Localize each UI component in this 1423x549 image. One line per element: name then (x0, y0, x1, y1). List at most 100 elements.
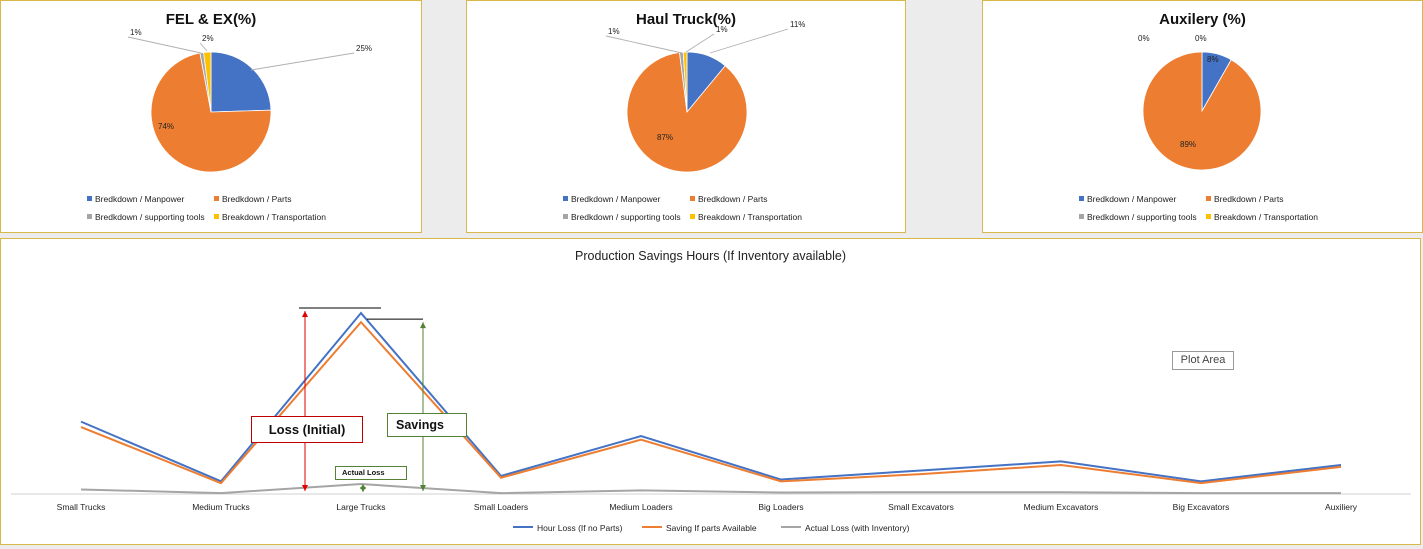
pie-data-label: 1% (130, 28, 142, 37)
legend-line-swatch (642, 526, 662, 528)
pie-legend-item: Bredkdown / supporting tools (563, 212, 681, 222)
pie-leader-line (709, 28, 789, 54)
legend-label: Bredkdown / Parts (1214, 194, 1284, 204)
pie-legend-item: Bredkdown / supporting tools (87, 212, 205, 222)
line-legend-item: Hour Loss (If no Parts) (513, 523, 623, 533)
actual-loss-annotation: Actual Loss (335, 466, 407, 480)
legend-swatch (690, 214, 695, 219)
legend-label: Bredkdown / supporting tools (571, 212, 681, 222)
legend-label: Breakdown / Transportation (698, 212, 802, 222)
pie-data-label: 0% (1138, 34, 1150, 43)
pie-leader-line (127, 36, 202, 54)
x-tick-label: Medium Trucks (192, 502, 250, 512)
legend-label: Bredkdown / Manpower (95, 194, 185, 204)
savings-arrow-head-bottom (420, 485, 426, 491)
pie-legend-item: Breakdown / Transportation (214, 212, 326, 222)
legend-swatch (214, 196, 219, 201)
actual-loss-arrow-head-bottom (360, 487, 366, 492)
legend-swatch (690, 196, 695, 201)
pie-data-label: 89% (1180, 140, 1197, 149)
legend-label: Saving If parts Available (666, 523, 757, 533)
line-chart-title: Production Savings Hours (If Inventory a… (575, 249, 846, 263)
legend-label: Breakdown / Transportation (222, 212, 326, 222)
pie-slice-3 (203, 51, 212, 113)
legend-label: Hour Loss (If no Parts) (537, 523, 623, 533)
legend-label: Bredkdown / Parts (698, 194, 768, 204)
legend-label: Bredkdown / supporting tools (95, 212, 205, 222)
x-tick-label: Medium Loaders (609, 502, 673, 512)
legend-label: Bredkdown / Manpower (571, 194, 661, 204)
pie-panel-haul-truck: Haul Truck(%) 11% 87% 1% 1% Bredkdown / Manp… (466, 0, 906, 233)
savings-annotation: Savings (387, 413, 467, 437)
line-chart-panel: Production Savings Hours (If Inventory a… (0, 238, 1421, 545)
pie-slice-3 (682, 51, 688, 113)
legend-label: Breakdown / Transportation (1214, 212, 1318, 222)
line-legend-item: Actual Loss (with Inventory) (781, 523, 909, 533)
plot-area-tooltip: Plot Area (1172, 351, 1234, 370)
pie-data-label: 1% (608, 27, 620, 36)
loss-arrow-head-top (302, 311, 308, 318)
x-tick-label: Big Loaders (758, 502, 804, 512)
savings-arrow-head-top (420, 322, 426, 329)
pie-slice-0 (210, 51, 272, 113)
x-tick-label: Medium Excavators (1023, 502, 1099, 512)
x-tick-label: Small Trucks (56, 502, 106, 512)
pie-panel-fel-ex: FEL & EX(%) 25% 74% 1% 2% Bredkdown / Manpow… (0, 0, 422, 233)
legend-line-swatch (781, 526, 801, 528)
legend-swatch (1206, 214, 1211, 219)
pie-leader-line (605, 35, 683, 54)
x-tick-label: Small Loaders (473, 502, 529, 512)
pie-leader-line (199, 42, 208, 52)
legend-swatch (563, 214, 568, 219)
pie-data-label: 87% (657, 133, 674, 142)
pie-data-label: 11% (790, 20, 806, 29)
legend-swatch (87, 196, 92, 201)
loss-initial-annotation: Loss (Initial) (251, 416, 363, 443)
line-chart-svg (11, 307, 1411, 495)
legend-label: Bredkdown / Parts (222, 194, 292, 204)
line-legend-item: Saving If parts Available (642, 523, 757, 533)
pie-data-label: 2% (202, 34, 214, 43)
legend-swatch (214, 214, 219, 219)
series-line-0 (80, 311, 1342, 483)
legend-label: Bredkdown / supporting tools (1087, 212, 1197, 222)
pie-leader-line (250, 52, 355, 71)
x-tick-label: Big Excavators (1172, 502, 1230, 512)
pie-legend-item: Breakdown / Transportation (1206, 212, 1318, 222)
pie-slice-1 (150, 52, 272, 173)
pie-data-label: 1% (716, 25, 728, 34)
series-line-2 (80, 483, 1341, 495)
pie-data-label: 74% (158, 122, 175, 131)
legend-swatch (1079, 196, 1084, 201)
legend-label: Bredkdown / Manpower (1087, 194, 1177, 204)
legend-label: Actual Loss (with Inventory) (805, 523, 910, 533)
pie-data-label: 0% (1195, 34, 1207, 43)
legend-line-swatch (513, 526, 533, 528)
legend-swatch (1206, 196, 1211, 201)
pie-slice-1 (626, 52, 748, 173)
pie-slice-1 (1142, 51, 1262, 171)
pie-legend-item: Bredkdown / Parts (1206, 194, 1283, 204)
x-tick-label: Small Excavators (888, 502, 954, 512)
series-line-1 (80, 320, 1342, 485)
x-tick-label: Large Trucks (336, 502, 386, 512)
pie-svg (605, 28, 789, 173)
legend-swatch (1079, 214, 1084, 219)
legend-swatch (563, 196, 568, 201)
pie-legend-item: Bredkdown / Manpower (1079, 194, 1176, 204)
pie-title: Auxilery (%) (1159, 11, 1246, 28)
pie-legend-item: Breakdown / Transportation (690, 212, 802, 222)
pie-legend-item: Bredkdown / supporting tools (1079, 212, 1197, 222)
pie-svg (127, 36, 355, 173)
pie-legend-item: Bredkdown / Manpower (87, 194, 184, 204)
pie-title: Haul Truck(%) (635, 11, 737, 28)
pie-leader-line (685, 33, 715, 53)
pie-legend-item: Bredkdown / Manpower (563, 194, 660, 204)
pie-panel-auxilery: Auxilery (%) 8% 89% 0% 0% Bredkdown / Manpow… (982, 0, 1423, 233)
pie-title: FEL & EX(%) (165, 11, 257, 28)
legend-swatch (87, 214, 92, 219)
pie-svg (1142, 51, 1262, 171)
pie-data-label: 8% (1207, 55, 1219, 64)
pie-legend-item: Bredkdown / Parts (214, 194, 291, 204)
pie-legend-item: Bredkdown / Parts (690, 194, 767, 204)
